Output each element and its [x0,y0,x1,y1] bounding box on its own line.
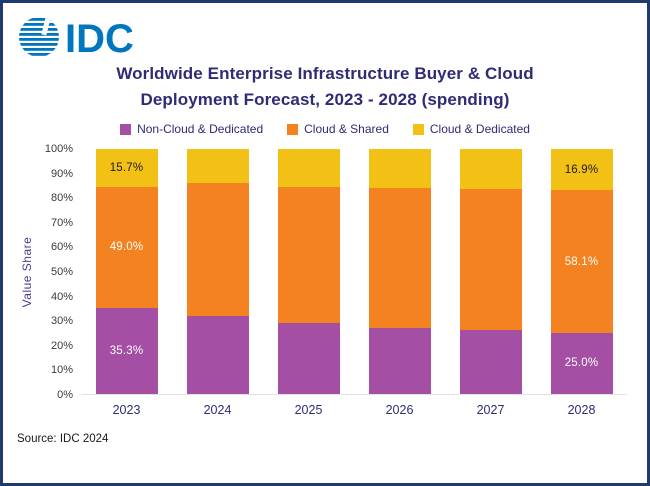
bar-segment: 58.1% [550,190,613,333]
bar-2025 [263,149,354,394]
x-axis-label: 2026 [385,403,414,417]
legend: Non-Cloud & Dedicated Cloud & Shared Cloud… [17,122,633,136]
x-axis-labels: 2023 2024 2025 2026 2027 2028 [81,403,627,417]
idc-logo-graphic: IDC [19,17,134,61]
chart-title-line2: Deployment Forecast, 2023 - 2028 (spendi… [140,90,510,109]
x-axis-label: 2027 [476,403,505,417]
bar-segment [459,149,522,190]
bar-segment: 25.0% [550,332,613,394]
stacked-bar: 25.0% 58.1% 16.9% [550,149,613,394]
y-axis-tick: 20% [50,339,73,352]
data-label: 16.9% [564,163,599,176]
y-axis-tick: 30% [50,315,73,328]
y-axis-tick: 70% [50,216,73,229]
bar-segment [277,322,340,394]
bar-segment: 15.7% [95,149,158,188]
y-axis-tick: 40% [50,290,73,303]
plot-area: 35.3% 49.0% 15.7% 25.0% 58.1% 16.9% [81,149,627,395]
bar-segment: 16.9% [550,149,613,191]
chart-region: Value Share 0% 10% 20% 30% 40% 50% 60% 70% 80% 90… [17,143,633,417]
y-axis-title: Value Share [20,236,34,308]
legend-item: Cloud & Dedicated [412,122,530,136]
legend-label: Cloud & Shared [304,122,389,136]
data-label: 25.0% [564,357,599,370]
data-label: 58.1% [564,255,599,268]
idc-logo: IDC [17,13,633,61]
bar-segment [186,315,249,394]
bar-2023: 35.3% 49.0% 15.7% [81,149,172,394]
y-axis-tick: 60% [50,241,73,254]
y-axis-tick: 80% [50,192,73,205]
y-axis-tick: 100% [44,143,73,155]
y-axis-tick: 50% [50,266,73,278]
bar-2026 [354,149,445,394]
x-axis-label: 2028 [567,403,596,417]
y-axis-title-container: Value Share [17,149,37,395]
stacked-bar: 35.3% 49.0% 15.7% [95,149,158,394]
bar-segment [368,188,431,328]
bar-segment [459,330,522,394]
data-label: 15.7% [109,162,144,175]
bar-segment [459,189,522,331]
stacked-bar [277,149,340,394]
plot-column: 35.3% 49.0% 15.7% 25.0% 58.1% 16.9% 2023 2024 2… [81,149,633,417]
legend-swatch [287,123,299,135]
stacked-bar [459,149,522,394]
chart-title: Worldwide Enterprise Infrastructure Buye… [17,61,633,113]
x-axis-label: 2024 [203,403,232,417]
bar-segment [186,149,249,184]
x-axis-label: 2025 [294,403,323,417]
idc-logo-text: IDC [65,17,134,61]
stacked-bar [186,149,249,394]
bar-segment [368,327,431,394]
y-axis: 0% 10% 20% 30% 40% 50% 60% 70% 80% 90% 100% [37,143,81,401]
data-label: 35.3% [109,344,144,357]
chart-title-line1: Worldwide Enterprise Infrastructure Buye… [116,64,534,83]
legend-item: Non-Cloud & Dedicated [120,122,263,136]
bar-segment [186,183,249,316]
legend-swatch [412,123,424,135]
legend-label: Cloud & Dedicated [429,122,530,136]
bar-segment [277,186,340,323]
bar-2028: 25.0% 58.1% 16.9% [536,149,627,394]
legend-swatch [120,123,132,135]
x-axis-label: 2023 [112,403,141,417]
legend-item: Cloud & Shared [287,122,389,136]
source-note: Source: IDC 2024 [17,433,109,445]
bar-2027 [445,149,536,394]
bar-segment [277,149,340,187]
stacked-bar [368,149,431,394]
y-axis-tick: 90% [50,167,73,180]
bar-segment: 49.0% [95,187,158,308]
y-axis-tick: 10% [50,364,73,377]
y-axis-tick: 0% [57,389,73,401]
bar-segment [368,149,431,189]
legend-label: Non-Cloud & Dedicated [137,122,264,136]
bar-segment: 35.3% [95,307,158,394]
bar-2024 [172,149,263,394]
data-label: 49.0% [109,241,144,254]
